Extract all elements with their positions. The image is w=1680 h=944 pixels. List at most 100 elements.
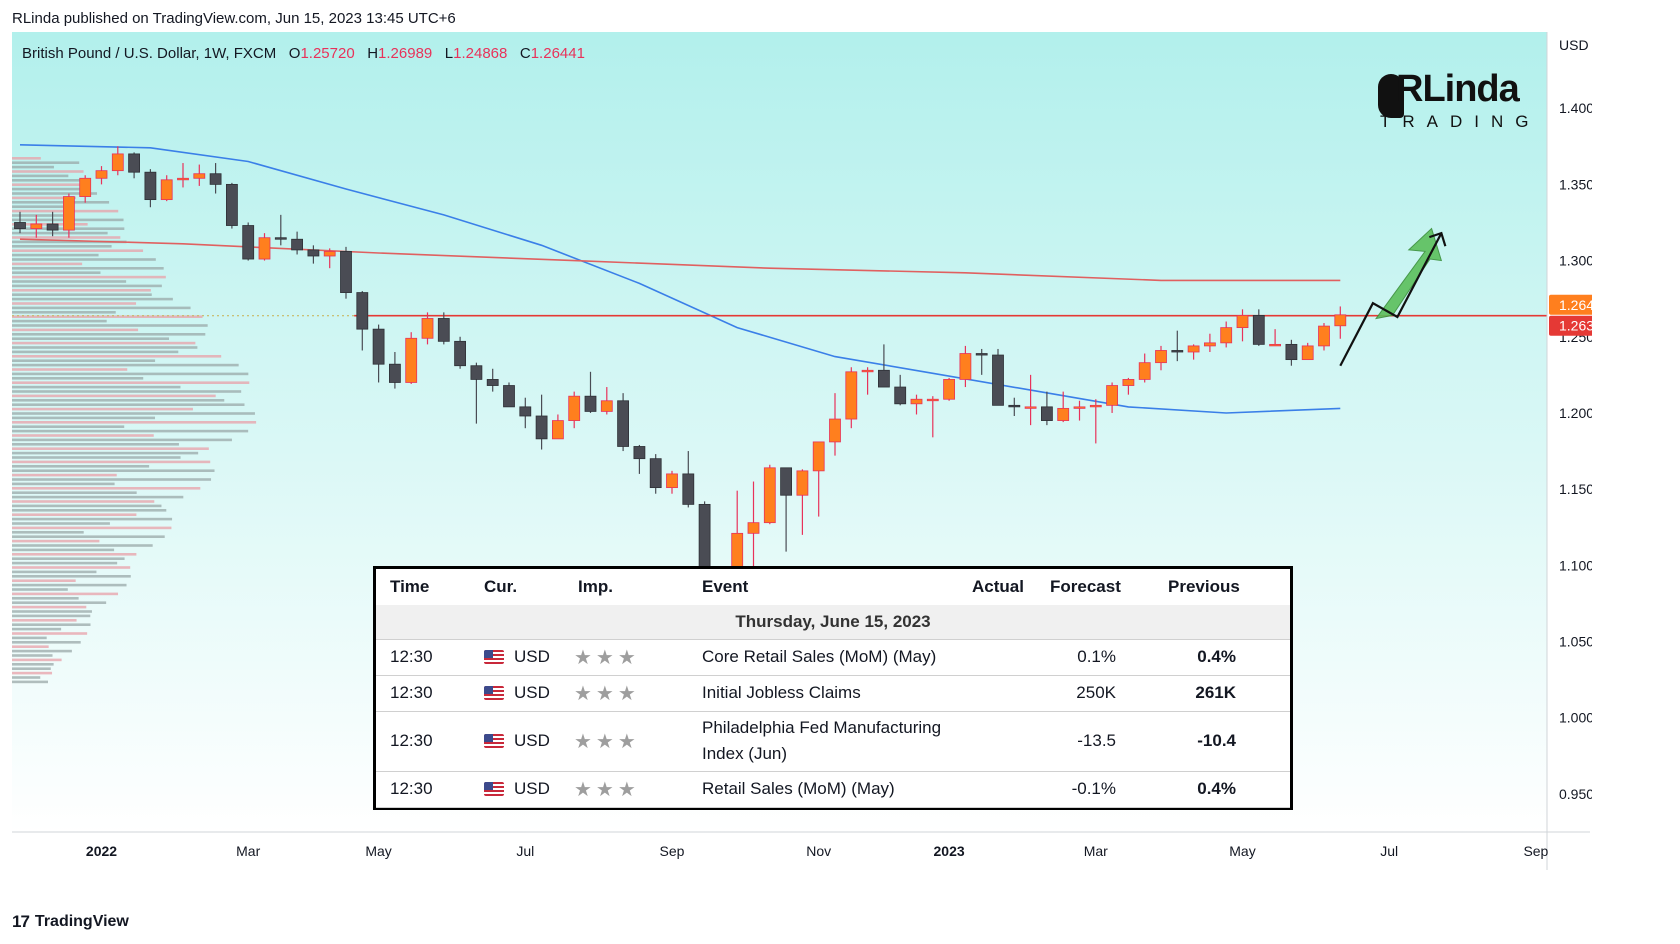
candle: [225, 182, 238, 229]
candle-body: [600, 400, 613, 412]
volume-profile-bar: [12, 627, 62, 631]
calendar-row[interactable]: 12:30 USD ★★★ Initial Jobless Claims 250…: [376, 675, 1290, 712]
open-label: O: [288, 45, 301, 62]
candle-body: [95, 170, 108, 179]
candle: [959, 345, 972, 388]
event-name-line1: Philadelphia Fed Manufacturing: [702, 718, 942, 737]
chart-area[interactable]: USD1.400001.350001.300001.250001.200001.…: [12, 32, 1623, 870]
candle: [1236, 309, 1249, 342]
event-name-line2: Index (Jun): [702, 744, 788, 763]
published-info: RLinda published on TradingView.com, Jun…: [12, 10, 456, 27]
rlinda-logo: RLinda TRADING: [1378, 68, 1538, 138]
volume-profile-bar: [12, 205, 67, 208]
volume-profile-bar: [12, 280, 127, 283]
candle: [1041, 391, 1053, 426]
candle: [503, 382, 515, 408]
candle-body: [177, 177, 189, 181]
volume-profile-bar: [12, 614, 91, 618]
volume-profile-bar: [12, 658, 62, 662]
candle-body: [975, 353, 988, 356]
candle: [666, 470, 678, 494]
candle: [46, 211, 59, 237]
candle-body: [763, 467, 776, 524]
tradingview-logo[interactable]: 17 TradingView: [12, 912, 129, 932]
candle-body: [193, 173, 206, 179]
price-chart[interactable]: USD1.400001.350001.300001.250001.200001.…: [12, 32, 1623, 870]
candle-body: [160, 179, 173, 201]
event-currency: USD: [484, 639, 550, 675]
candle-body: [519, 406, 532, 417]
candle: [1204, 333, 1216, 352]
candle-body: [79, 177, 92, 197]
volume-profile-bar: [12, 161, 80, 164]
volume-profile-bar: [12, 456, 181, 459]
volume-profile-bar: [12, 509, 167, 512]
time-tick-label: 2023: [934, 843, 965, 859]
volume-profile-bar: [12, 575, 131, 578]
volume-profile-bar: [12, 390, 242, 393]
candle-body: [780, 467, 792, 496]
candle: [763, 464, 776, 525]
candle-body: [568, 395, 581, 421]
candle-body: [649, 458, 662, 489]
volume-profile-bar: [12, 605, 87, 609]
event-time: 12:30: [390, 683, 433, 702]
col-event: Event: [702, 577, 749, 596]
candle: [1301, 342, 1314, 361]
candle-body: [1155, 350, 1167, 364]
volume-profile-bar: [12, 258, 156, 261]
calendar-row[interactable]: 12:30 USD ★★★ Retail Sales (MoM) (May) -…: [376, 771, 1290, 808]
volume-profile-bar: [12, 544, 153, 547]
candle: [1024, 374, 1037, 426]
volume-profile-bar: [12, 187, 83, 191]
candle-body: [1106, 385, 1118, 406]
candle-body: [617, 400, 629, 447]
candle: [845, 367, 858, 429]
high-value: 1.26989: [378, 45, 433, 62]
volume-profile-bar: [12, 196, 76, 200]
volume-profile-bar: [12, 465, 150, 468]
candle-body: [111, 153, 124, 172]
volume-profile-bar: [12, 333, 206, 336]
candle-body: [225, 183, 238, 226]
currency-label: USD: [1559, 37, 1589, 53]
volume-profile-bar: [12, 412, 255, 415]
candle-body: [274, 237, 287, 240]
candle: [242, 222, 255, 261]
candle: [372, 324, 385, 383]
candle: [780, 467, 792, 552]
col-actual: Actual: [972, 577, 1024, 596]
candle-body: [926, 398, 939, 402]
candle: [95, 166, 108, 185]
volume-profile-bar: [12, 315, 203, 318]
volume-profile-bar: [12, 302, 137, 305]
volume-profile-bar: [12, 491, 137, 494]
calendar-date: Thursday, June 15, 2023: [735, 612, 931, 631]
volume-profile-bar: [12, 253, 99, 257]
volume-profile-bar: [12, 297, 173, 301]
candle-body: [14, 222, 26, 229]
candle: [486, 368, 499, 392]
volume-profile-bar: [12, 592, 119, 596]
col-currency: Cur.: [484, 577, 518, 596]
time-tick-label: May: [365, 843, 391, 859]
volume-profile-bar: [12, 649, 72, 653]
candle-body: [1008, 404, 1021, 408]
volume-profile-bar: [12, 676, 41, 679]
volume-profile-bar: [12, 306, 191, 310]
volume-profile-bar: [12, 500, 155, 503]
col-time: Time: [390, 577, 430, 596]
calendar-row[interactable]: 12:30 USD ★★★ Philadelphia Fed Manufactu…: [376, 711, 1290, 772]
calendar-row[interactable]: 12:30 USD ★★★ Core Retail Sales (MoM) (M…: [376, 639, 1290, 676]
time-tick-label: May: [1229, 843, 1255, 859]
volume-profile-bar: [12, 539, 100, 543]
candle-body: [552, 420, 564, 440]
candle: [177, 163, 189, 188]
volume-profile-bar: [12, 451, 199, 455]
candle: [943, 377, 955, 401]
volume-profile-bar: [12, 271, 101, 274]
volume-profile-bar: [12, 355, 222, 358]
candle-body: [144, 171, 157, 201]
candle-body: [829, 418, 841, 443]
us-flag-icon: [484, 782, 504, 796]
